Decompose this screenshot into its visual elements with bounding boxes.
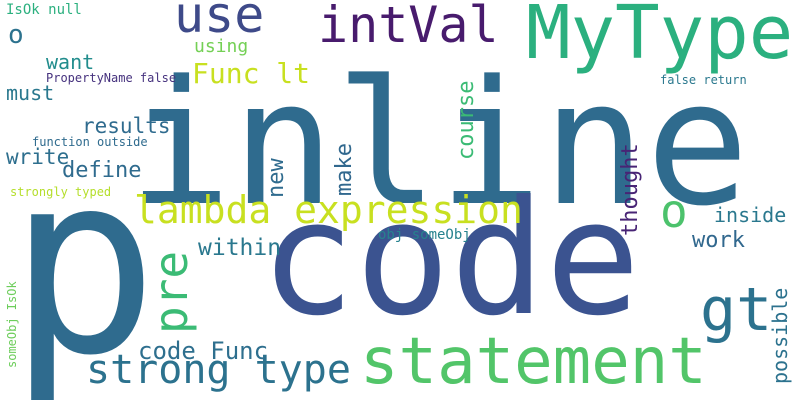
word-code: code [260, 167, 641, 351]
word-strongly-typed: strongly typed [10, 185, 112, 199]
word-statement: statement [360, 325, 707, 399]
word-o: o [660, 184, 688, 238]
word-within: code Func [138, 337, 269, 365]
word-define: work [692, 228, 745, 253]
word-results: want [46, 50, 95, 74]
word-func-lt: o [8, 20, 24, 50]
word-use: use [174, 0, 265, 44]
word-possible: thought [618, 143, 643, 236]
word-using: must [6, 81, 55, 105]
word-write: results [82, 114, 171, 138]
word-work: within [198, 235, 282, 261]
word-intval: intVal [318, 0, 499, 54]
word-delegate: possible [768, 287, 792, 384]
word-isok-null: IsOk null [6, 2, 82, 18]
word-strong-type: strong type [86, 347, 351, 393]
word-function-outside: function outside [32, 135, 148, 149]
word-someobj-isok: someObj IsOk [5, 281, 19, 368]
word-gt: gt [700, 275, 773, 345]
word-false-return: false return [660, 73, 747, 87]
word-inside: using [194, 36, 249, 57]
word-new: inside [714, 203, 787, 227]
word-propertyname-false: PropertyName false [46, 71, 177, 85]
word-obj-someobj: obj someObj [378, 227, 471, 243]
word-inline: inline [128, 43, 750, 244]
word-make: new [264, 158, 289, 198]
word-must: write [6, 145, 70, 169]
word-thought: course [454, 80, 479, 160]
word-pre-shown: pre [144, 250, 198, 334]
word-p: p [8, 119, 159, 400]
word-code-func: Func lt [192, 57, 311, 90]
word-course: make [332, 143, 357, 196]
word-lambda-expression: lambda expression [134, 188, 523, 232]
word-mytype: MyType [526, 0, 794, 76]
word-want: define [62, 158, 142, 183]
